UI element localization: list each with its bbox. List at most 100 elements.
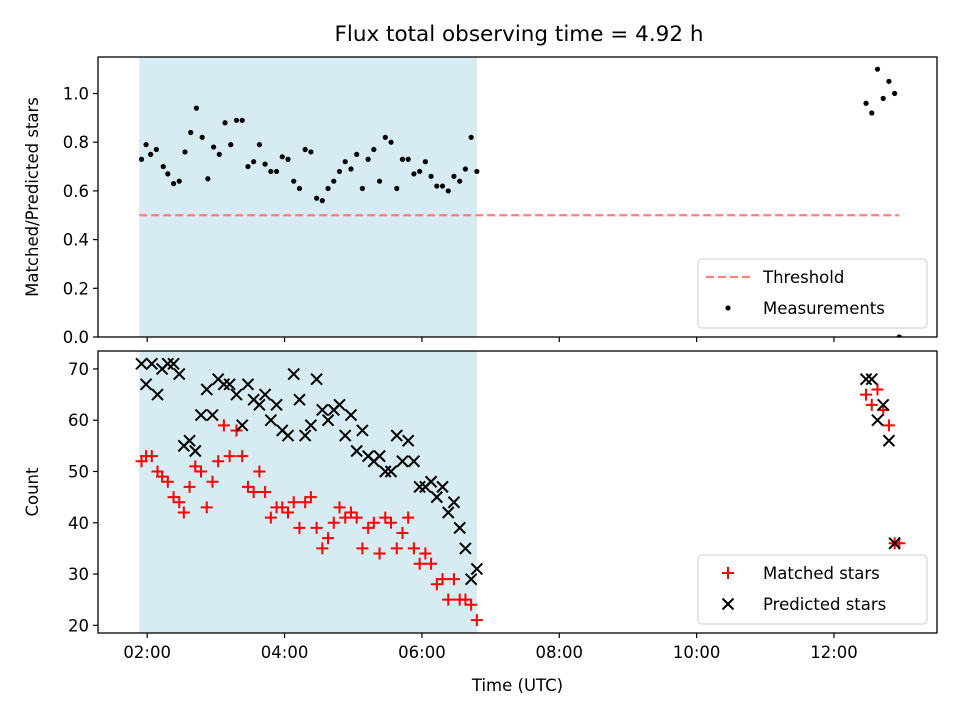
predicted-stars-point	[876, 398, 890, 412]
predicted-stars-point	[139, 378, 153, 391]
x-tick-label: 04:00	[261, 643, 309, 662]
matched-stars-point	[470, 614, 483, 627]
predicted-stars-point	[859, 372, 873, 386]
predicted-stars-point	[424, 475, 438, 488]
matched-stars-point	[860, 388, 873, 401]
predicted-stars-point	[470, 562, 484, 576]
matched-stars-point	[362, 521, 375, 534]
predicted-stars-point	[379, 465, 392, 478]
measurements-point	[273, 168, 280, 175]
measurements-point	[428, 173, 434, 179]
measurements-point	[434, 183, 440, 189]
measurements-point	[417, 168, 423, 175]
matched-stars-point	[322, 532, 335, 545]
matched-stars-point	[344, 506, 357, 519]
measurements-point	[445, 188, 451, 194]
predicted-stars-point	[230, 388, 243, 401]
predicted-stars-point	[270, 398, 283, 412]
predicted-stars-point	[151, 388, 164, 401]
predicted-stars-point	[413, 480, 426, 494]
predicted-stars-point	[396, 455, 409, 468]
predicted-stars-point	[888, 537, 901, 550]
measurements-point	[886, 78, 892, 84]
matched-stars-point	[459, 593, 472, 606]
top-panel: 0.0 0.2 0.4 0.6 0.8 1.0 Matched/Predicted star…	[23, 56, 938, 347]
measurements-point	[268, 168, 274, 175]
predicted-stars-point	[390, 429, 403, 442]
matched-stars-point	[200, 501, 213, 514]
matched-stars-point	[241, 480, 254, 493]
x-axis-label: Time (UTC)	[471, 676, 563, 695]
legend: Matched stars Predicted stars	[697, 554, 928, 625]
measurements-point	[239, 117, 245, 123]
matched-stars-point	[327, 516, 340, 529]
matched-stars-point	[264, 511, 277, 524]
legend-label: Predicted stars	[763, 595, 886, 614]
bottom-panel: 02:00 04:00 06:00 08:00 10:00 12:00 20 30 40 50 60…	[23, 350, 938, 695]
measurements-point	[462, 166, 469, 172]
measurements-point	[457, 178, 463, 184]
y-axis-label: Matched/Predicted stars	[23, 97, 42, 297]
matched-stars-point	[379, 511, 392, 524]
matched-stars-point	[350, 511, 363, 524]
matched-stars-point	[145, 450, 158, 463]
measurements-point	[325, 185, 331, 192]
measurements-point	[331, 178, 337, 184]
measurements-point	[188, 129, 194, 136]
matched-stars-point	[442, 593, 455, 606]
series-layer	[138, 66, 902, 337]
predicted-stars-point	[258, 388, 272, 401]
measurements-point	[869, 110, 875, 116]
predicted-stars-point	[293, 393, 306, 406]
matched-stars-point	[173, 496, 186, 509]
measurements-point	[308, 149, 314, 155]
predicted-stars-point	[173, 367, 186, 381]
matched-stars-point	[447, 573, 460, 586]
predicted-stars-point	[183, 434, 196, 447]
y-tick-label: 0.0	[63, 328, 89, 347]
x-tick-label: 12:00	[810, 643, 858, 662]
x-tick-label: 02:00	[123, 643, 171, 662]
predicted-stars-point	[264, 414, 278, 427]
measurements-point	[314, 195, 320, 201]
measurements-point	[388, 139, 394, 145]
matched-stars-point	[276, 501, 289, 514]
matched-stars-point	[373, 547, 386, 560]
measurements-point	[468, 134, 474, 140]
matched-stars-point	[195, 465, 208, 478]
measurements-point	[342, 159, 348, 165]
predicted-stars-point	[339, 429, 352, 442]
predicted-stars-point	[217, 378, 231, 391]
matched-stars-point	[247, 486, 260, 498]
matched-stars-point	[212, 455, 225, 468]
measurements-point	[451, 173, 457, 179]
predicted-stars-point	[401, 434, 415, 447]
predicted-stars-point	[350, 444, 363, 458]
predicted-stars-point	[161, 357, 175, 371]
matched-stars-point	[316, 542, 329, 555]
measurements-point	[474, 168, 480, 175]
measurements-point	[222, 120, 228, 126]
matched-stars-point	[419, 547, 432, 560]
measurements-point	[439, 183, 446, 189]
matched-stars-point	[189, 460, 202, 473]
predicted-stars-point	[344, 408, 358, 422]
measurements-point	[262, 161, 268, 167]
predicted-stars-point	[167, 357, 180, 371]
matched-stars-point	[304, 491, 317, 504]
predicted-stars-point	[865, 372, 878, 386]
measurements-point	[153, 146, 159, 153]
measurements-point	[285, 156, 291, 162]
predicted-stars-point	[316, 403, 329, 417]
measurements-point	[182, 149, 188, 155]
measurements-point	[394, 185, 400, 192]
matched-stars-point	[367, 516, 380, 529]
predicted-stars-point	[287, 367, 300, 381]
predicted-stars-point	[194, 408, 208, 422]
matched-stars-point	[287, 496, 300, 509]
y-tick-label: 1.0	[63, 85, 89, 104]
measurements-point	[874, 66, 881, 72]
measurements-point	[193, 105, 200, 111]
measurements-point	[199, 134, 205, 140]
